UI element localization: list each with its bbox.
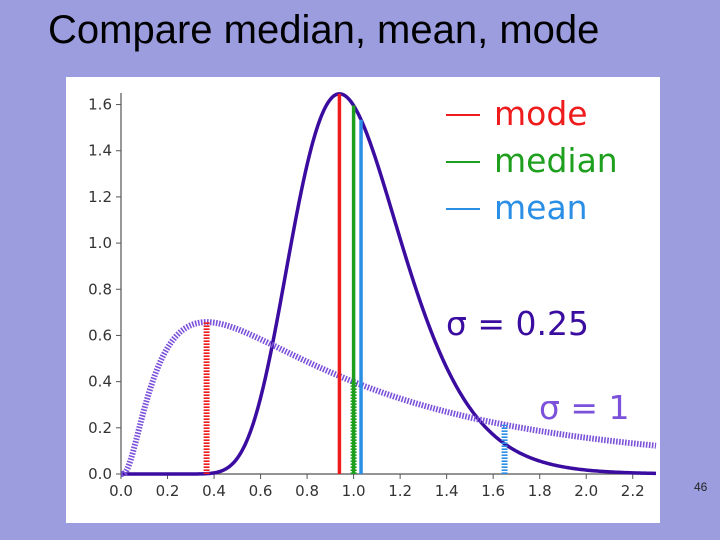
axes: 0.0 0.2 0.4 0.6 0.8 1.0 1.2 1.4 1.6 1.8 2.0 2.2 0.0 0… [88,93,656,500]
y-tick-label: 0.0 [88,465,112,483]
y-tick-label: 1.0 [88,234,112,252]
y-tick-label: 1.6 [88,96,112,114]
curves [121,92,657,477]
x-tick-label: 0.2 [156,482,180,500]
x-tick-label: 0.6 [249,482,273,500]
page-number: 46 [694,480,708,494]
x-tick-label: 0.8 [295,482,319,500]
sigma-1-label: σ = 1 [539,388,630,427]
y-tick-label: 0.2 [88,419,112,437]
x-tick-label: 1.8 [528,482,552,500]
annotations: σ = 0.25 σ = 1 [446,304,630,427]
legend-label-mean: mean [494,188,588,227]
curve-sigma-0-25 [121,92,657,476]
x-tick-label: 1.6 [481,482,505,500]
slide-title: Compare median, mean, mode [48,8,600,52]
y-tick-label: 1.2 [88,188,112,206]
sigma-0-25-label: σ = 0.25 [446,304,589,343]
legend-label-median: median [494,141,618,180]
lognormal-chart: 0.0 0.2 0.4 0.6 0.8 1.0 1.2 1.4 1.6 1.8 2.0 2.2 0.0 0… [88,92,657,500]
y-tick-label: 0.8 [88,280,112,298]
y-tick-label: 0.6 [88,326,112,344]
stat-markers [203,93,508,474]
x-tick-label: 0.4 [202,482,226,500]
x-tick-label: 2.2 [621,482,645,500]
curve-sigma-1 [121,319,657,477]
x-tick-label: 1.2 [388,482,412,500]
x-tick-label: 0.0 [109,482,133,500]
chart-panel: 0.0 0.2 0.4 0.6 0.8 1.0 1.2 1.4 1.6 1.8 2.0 2.2 0.0 0… [66,77,660,523]
legend: mode median mean [446,94,618,227]
y-tick-label: 0.4 [88,373,112,391]
x-tick-label: 2.0 [574,482,598,500]
x-tick-label: 1.4 [435,482,459,500]
y-tick-label: 1.4 [88,142,112,160]
x-tick-label: 1.0 [342,482,366,500]
legend-label-mode: mode [494,94,588,133]
